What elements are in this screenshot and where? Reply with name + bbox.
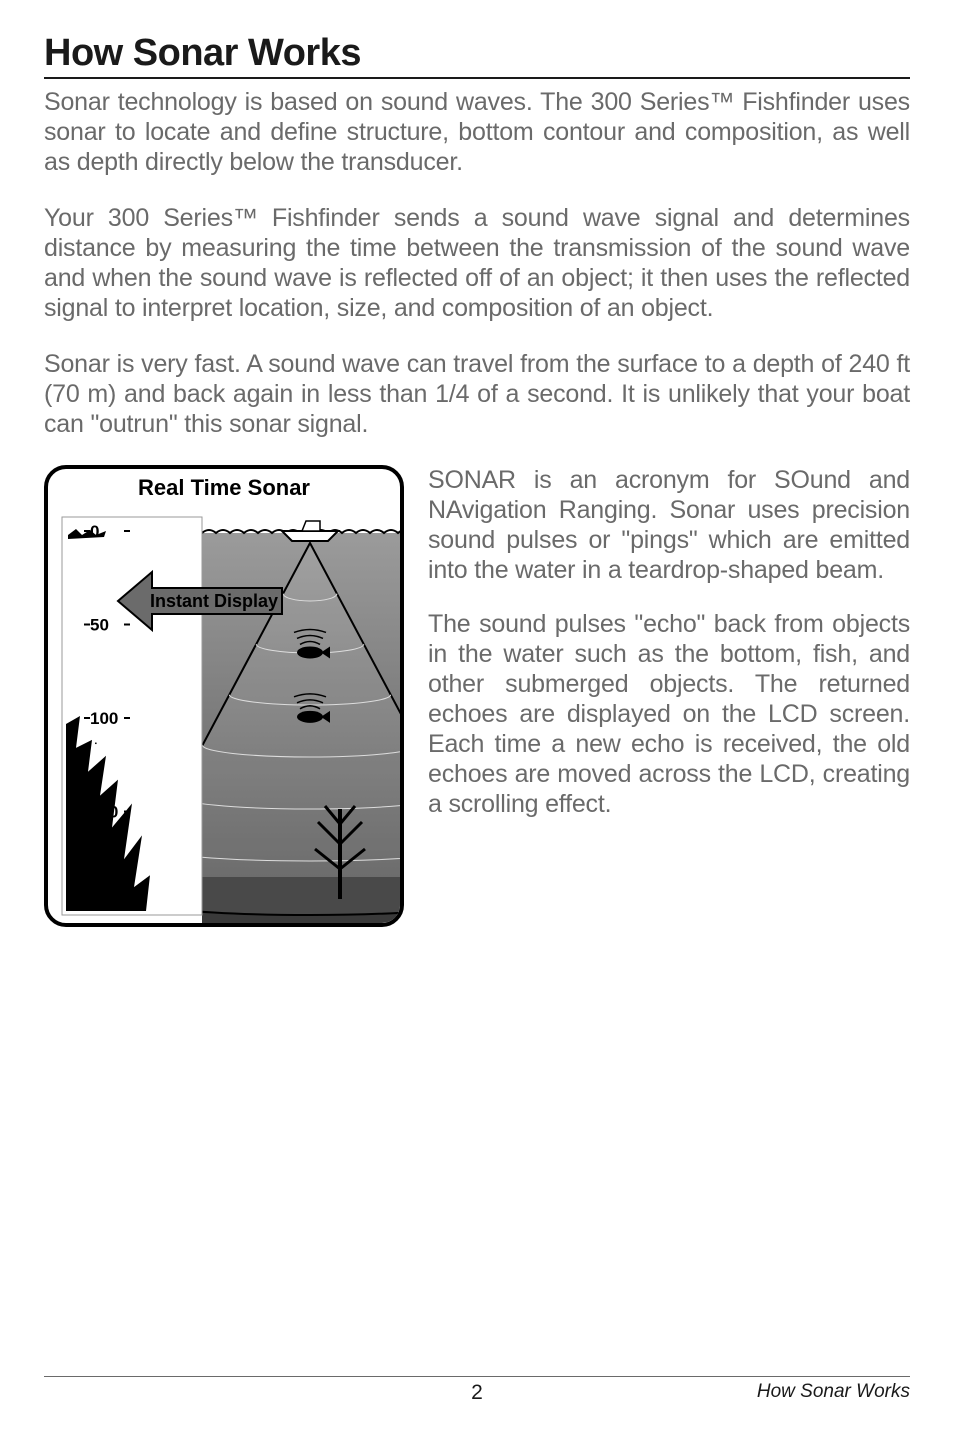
figure-and-text-row: Real Time Sonar 050100150200Instant Disp…	[44, 465, 910, 927]
sonar-diagram-svg: 050100150200Instant Display	[48, 505, 400, 925]
intro-para-3: Sonar is very fast. A sound wave can tra…	[44, 349, 910, 439]
side-para-2: The sound pulses "echo" back from object…	[428, 609, 910, 819]
svg-text:Instant Display: Instant Display	[150, 591, 278, 611]
side-para-1: SONAR is an acronym for SOund and NAviga…	[428, 465, 910, 585]
intro-para-2: Your 300 Series™ Fishfinder sends a soun…	[44, 203, 910, 323]
page-title: How Sonar Works	[44, 32, 910, 79]
page-number: 2	[471, 1381, 483, 1405]
svg-text:50: 50	[90, 616, 109, 635]
footer-label: How Sonar Works	[757, 1381, 910, 1403]
figure-title: Real Time Sonar	[48, 469, 400, 505]
intro-para-1: Sonar technology is based on sound waves…	[44, 87, 910, 177]
side-text-column: SONAR is an acronym for SOund and NAviga…	[428, 465, 910, 843]
svg-text:100: 100	[90, 709, 118, 728]
footer-rule	[44, 1376, 910, 1377]
page-footer: 2 How Sonar Works	[44, 1376, 910, 1403]
sonar-figure: Real Time Sonar 050100150200Instant Disp…	[44, 465, 404, 927]
